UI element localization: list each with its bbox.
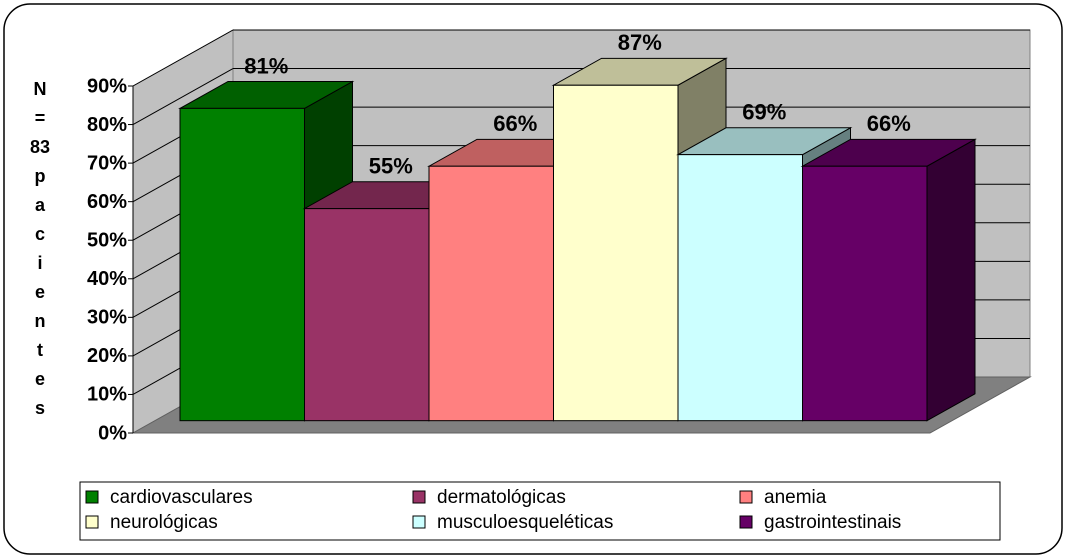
- legend-label: dermatológicas: [437, 487, 566, 508]
- grid-line: [132, 29, 234, 87]
- legend-label: gastrointestinais: [764, 512, 901, 533]
- bar: [553, 84, 679, 422]
- y-tick-label: 10%: [87, 384, 127, 406]
- legend-swatch: [739, 515, 753, 529]
- legend-label: cardiovasculares: [110, 487, 253, 508]
- bar-side: [926, 138, 976, 422]
- y-tick-label: 60%: [87, 191, 127, 213]
- value-label: 81%: [244, 53, 288, 78]
- value-label: 87%: [618, 30, 662, 55]
- bar: [179, 107, 305, 422]
- bar: [304, 208, 430, 422]
- legend-swatch: [739, 490, 753, 504]
- bar: [802, 165, 928, 422]
- bar: [428, 165, 554, 422]
- value-label: 66%: [493, 111, 537, 136]
- legend-label: musculoesqueléticas: [437, 512, 613, 533]
- value-label: 69%: [742, 100, 786, 125]
- y-tick-label: 0%: [98, 422, 127, 444]
- legend-box: [79, 481, 1001, 541]
- y-tick-label: 20%: [87, 345, 127, 367]
- legend-label: neurológicas: [110, 512, 218, 533]
- y-tick-label: 70%: [87, 152, 127, 174]
- legend-swatch: [412, 515, 426, 529]
- bar: [677, 154, 803, 422]
- legend-swatch: [412, 490, 426, 504]
- grid-line: [132, 68, 234, 125]
- legend-swatch: [85, 515, 99, 529]
- y-axis-label: N = 83 p a c i e n t e s: [30, 79, 50, 418]
- y-tick-label: 80%: [87, 114, 127, 136]
- y-tick-label: 90%: [87, 75, 127, 97]
- value-label: 55%: [369, 154, 413, 179]
- y-tick-label: 30%: [87, 307, 127, 329]
- legend-swatch: [85, 490, 99, 504]
- y-tick-label: 40%: [87, 268, 127, 290]
- y-tick-label: 50%: [87, 230, 127, 252]
- value-label: 66%: [867, 111, 911, 136]
- legend-label: anemia: [764, 487, 827, 508]
